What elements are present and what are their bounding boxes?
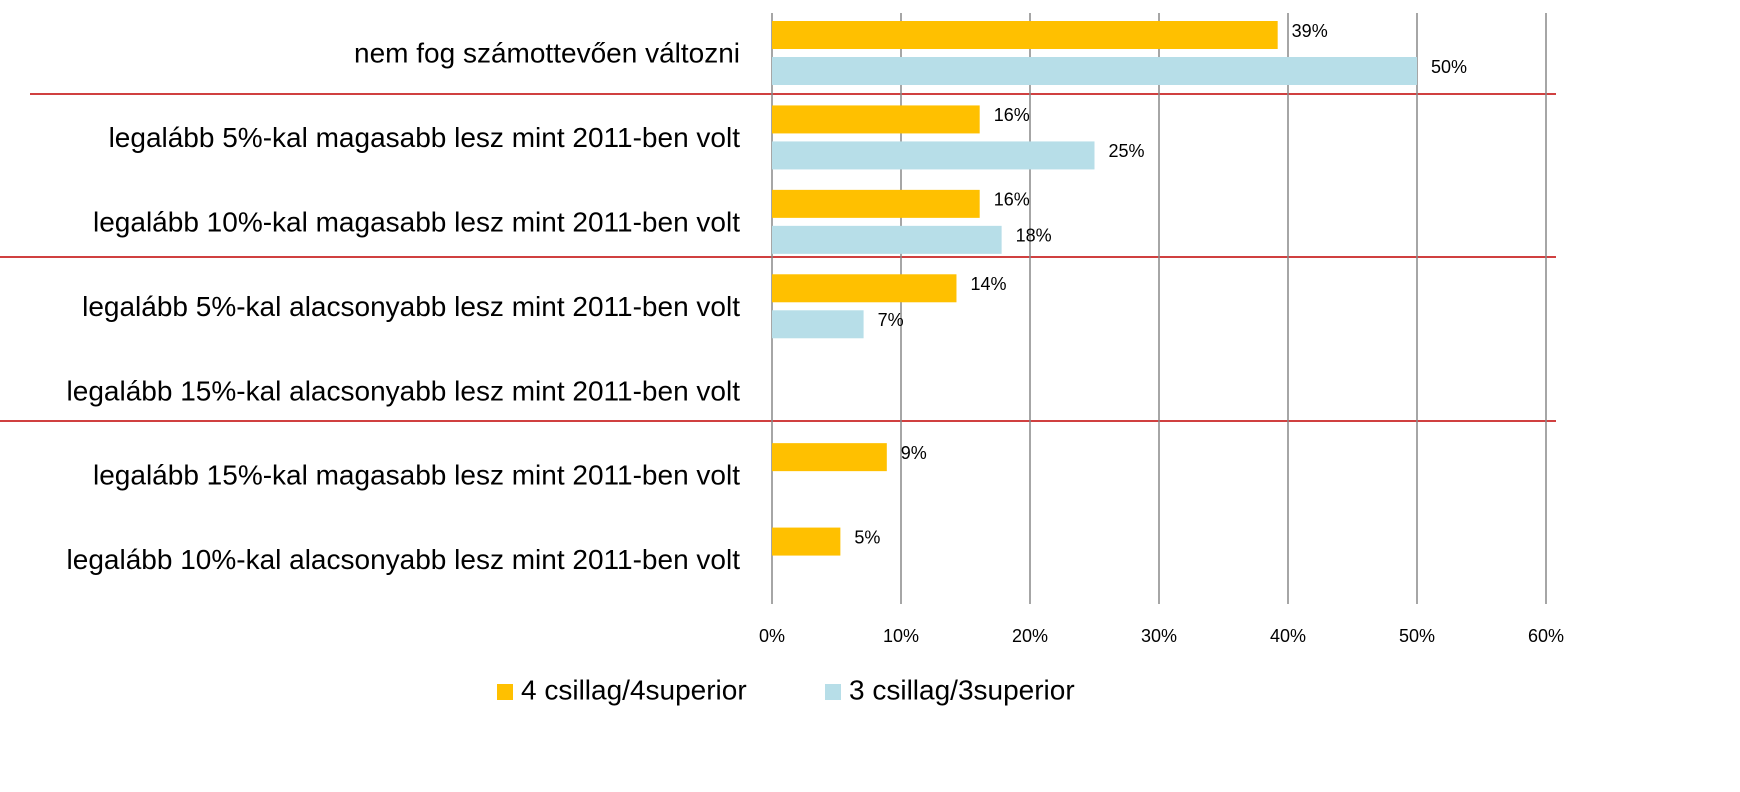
- category-label: legalább 15%-kal magasabb lesz mint 2011…: [93, 460, 740, 491]
- category-label: nem fog számottevően változni: [354, 38, 740, 69]
- data-label: 39%: [1292, 21, 1328, 41]
- bar: [772, 57, 1417, 85]
- data-label: 50%: [1431, 57, 1467, 77]
- bar: [772, 189, 980, 218]
- data-label: 5%: [854, 527, 880, 547]
- data-label: 25%: [1109, 141, 1145, 161]
- category-label: legalább 10%-kal alacsonyabb lesz mint 2…: [67, 544, 741, 575]
- x-tick-label: 0%: [759, 626, 785, 646]
- category-label: legalább 15%-kal alacsonyabb lesz mint 2…: [67, 375, 741, 406]
- data-label: 16%: [994, 190, 1030, 210]
- x-tick-label: 60%: [1528, 626, 1564, 646]
- bar: [772, 21, 1278, 49]
- data-label: 7%: [878, 310, 904, 330]
- bar: [772, 225, 1002, 254]
- legend-swatch: [497, 684, 513, 700]
- bar: [772, 274, 957, 303]
- bar: [772, 527, 841, 556]
- data-label: 9%: [901, 443, 927, 463]
- legend-label: 3 csillag/3superior: [849, 674, 1075, 705]
- bar: [772, 310, 864, 339]
- x-tick-label: 50%: [1399, 626, 1435, 646]
- category-label: legalább 5%-kal alacsonyabb lesz mint 20…: [82, 291, 740, 322]
- data-label: 18%: [1016, 226, 1052, 246]
- category-label: legalább 5%-kal magasabb lesz mint 2011-…: [109, 122, 741, 153]
- x-tick-label: 10%: [883, 626, 919, 646]
- legend-label: 4 csillag/4superior: [521, 674, 747, 705]
- bar: [772, 443, 887, 472]
- x-tick-label: 20%: [1012, 626, 1048, 646]
- data-label: 14%: [970, 274, 1006, 294]
- bar: [772, 141, 1095, 170]
- x-tick-label: 40%: [1270, 626, 1306, 646]
- data-label: 16%: [994, 105, 1030, 125]
- legend-swatch: [825, 684, 841, 700]
- category-label: legalább 10%-kal magasabb lesz mint 2011…: [93, 206, 740, 237]
- x-tick-label: 30%: [1141, 626, 1177, 646]
- bar: [772, 105, 980, 134]
